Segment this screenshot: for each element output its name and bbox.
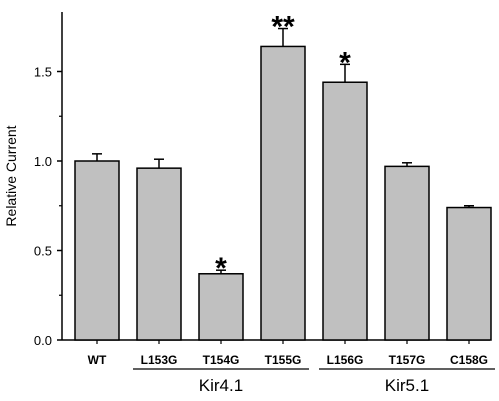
error-bars (92, 27, 474, 274)
bar-wt (74, 160, 120, 341)
category-label-t154g: T154G (203, 353, 240, 367)
category-label-l153g: L153G (141, 353, 178, 367)
significance-l156g: * (339, 46, 351, 79)
y-tick-label: 0.5 (34, 244, 52, 259)
category-label-t155g: T155G (265, 353, 302, 367)
y-tick-label: 1.0 (34, 154, 52, 169)
group-labels: Kir4.1 Kir5.1 (133, 368, 495, 395)
bar-t157g (384, 165, 430, 341)
y-tick-label: 0.0 (34, 333, 52, 348)
group-label-kir51: Kir5.1 (385, 376, 429, 395)
significance-t154g: * (215, 252, 227, 285)
category-label-t157g: T157G (389, 353, 426, 367)
y-axis-title: Relative Current (3, 125, 19, 226)
category-label-c158g: C158G (450, 353, 488, 367)
category-label-wt: WT (88, 353, 107, 367)
y-tick-label: 1.5 (34, 65, 52, 80)
bar-c158g (446, 206, 492, 341)
category-labels: WT L153G T154G T155G L156G T157G C158G (88, 353, 488, 367)
bar-t154g (198, 273, 244, 341)
bar-l156g (322, 81, 368, 341)
category-label-l156g: L156G (327, 353, 364, 367)
group-label-kir41: Kir4.1 (199, 376, 243, 395)
y-ticks: 0.0 0.5 1.0 1.5 (34, 65, 62, 348)
significance-markers: **** (215, 11, 351, 286)
significance-t155g: ** (271, 11, 295, 44)
bar-t155g (260, 45, 306, 341)
bar-l153g (136, 167, 182, 341)
bars (74, 45, 492, 341)
